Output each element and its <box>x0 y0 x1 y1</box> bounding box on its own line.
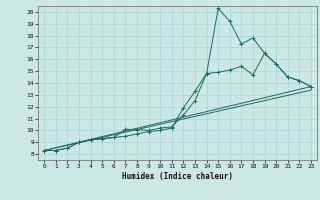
X-axis label: Humidex (Indice chaleur): Humidex (Indice chaleur) <box>122 172 233 181</box>
